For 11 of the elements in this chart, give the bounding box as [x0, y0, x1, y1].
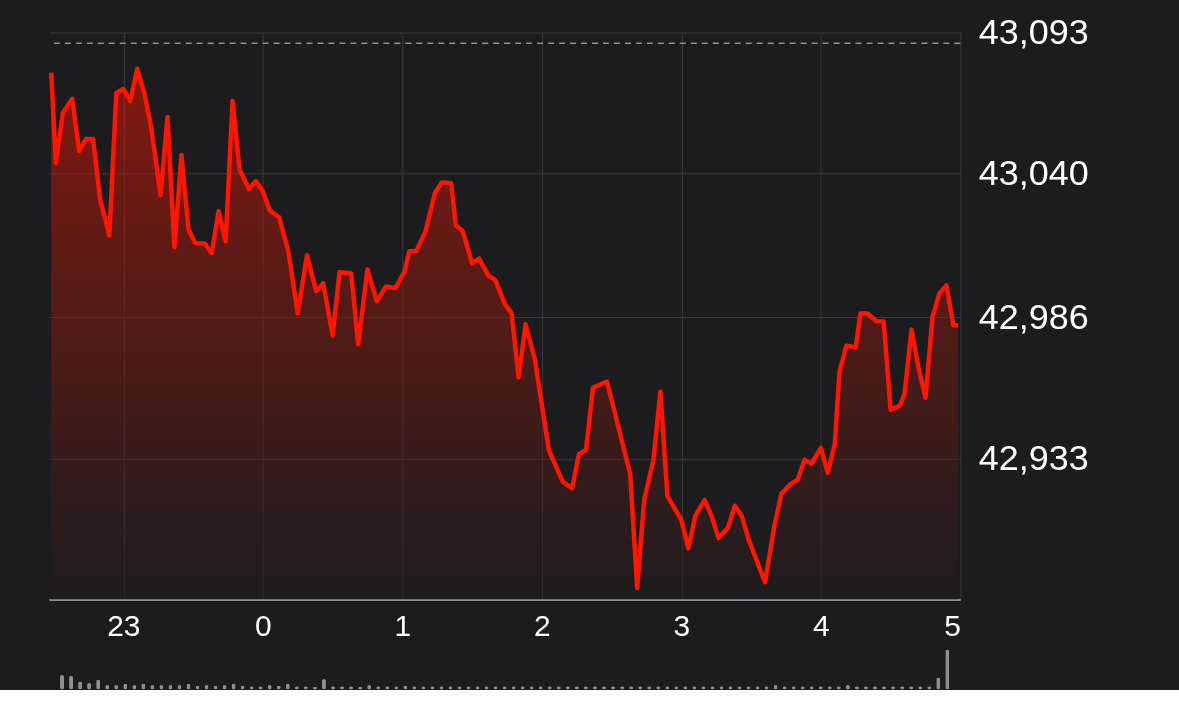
y-tick-label: 43,093 — [978, 11, 1089, 53]
x-tick-label: 4 — [813, 609, 830, 643]
x-tick-label: 23 — [107, 609, 141, 643]
x-tick-label: 5 — [944, 609, 961, 643]
x-tick-label: 0 — [255, 609, 272, 643]
y-tick-label: 42,986 — [978, 295, 1089, 337]
x-tick-label: 3 — [673, 609, 691, 643]
y-tick-label: 43,040 — [978, 152, 1089, 194]
x-tick-label: 1 — [394, 609, 412, 643]
y-tick-label: 42,933 — [978, 436, 1089, 478]
x-tick-label: 2 — [534, 609, 551, 643]
